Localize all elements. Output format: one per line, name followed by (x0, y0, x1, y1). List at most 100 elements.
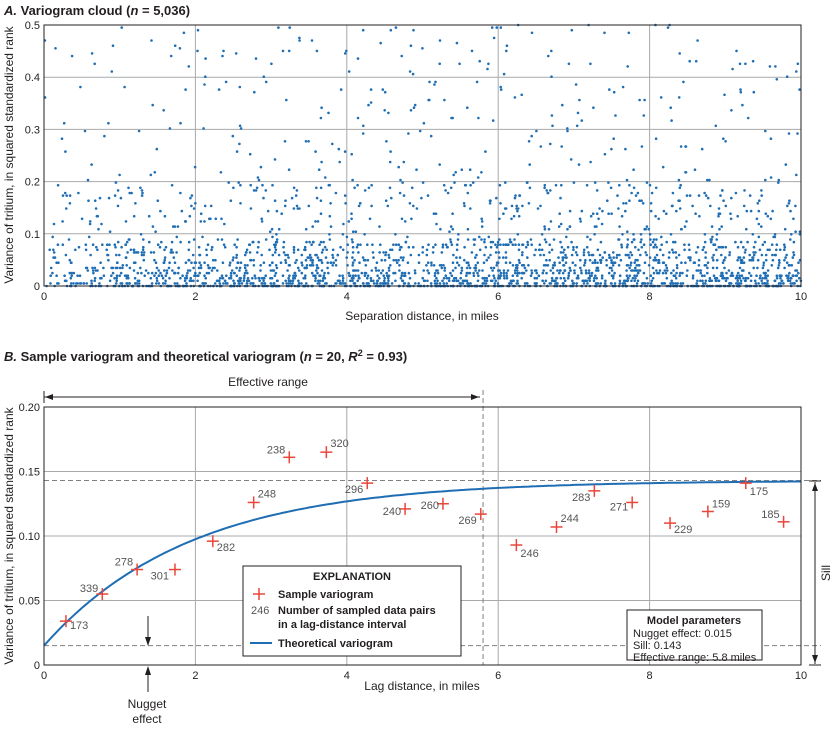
cloud-point (477, 274, 480, 278)
cloud-point (395, 261, 399, 265)
cloud-point (124, 256, 128, 259)
cloud-point (776, 266, 780, 270)
cloud-point (314, 150, 317, 153)
model-parameters-box: Model parameters Nugget effect: 0.015 Si… (626, 609, 763, 664)
cloud-point (351, 251, 355, 254)
cloud-point (687, 256, 690, 259)
cloud-point (638, 98, 641, 102)
cloud-point (89, 253, 92, 257)
cloud-point (736, 214, 739, 218)
cloud-point (49, 266, 53, 270)
cloud-point (734, 191, 738, 195)
cloud-point (784, 163, 788, 166)
cloud-point (98, 196, 102, 200)
cloud-point (546, 191, 549, 195)
cloud-point (187, 65, 191, 68)
cloud-point (242, 279, 246, 283)
cloud-point (268, 264, 272, 267)
cloud-point (353, 258, 356, 262)
cloud-point (107, 121, 110, 125)
cloud-point (307, 140, 310, 143)
cloud-point (383, 258, 387, 262)
cloud-point (634, 276, 637, 280)
cloud-point (315, 264, 319, 267)
cloud-point (229, 276, 233, 280)
cloud-point (527, 140, 531, 143)
cloud-point (281, 282, 285, 285)
cloud-point (84, 248, 88, 252)
cloud-point (317, 168, 321, 171)
cloud-point (220, 274, 224, 278)
cloud-point (277, 26, 280, 29)
cloud-point (521, 251, 524, 254)
cloud-point (620, 243, 623, 246)
cloud-point (584, 258, 587, 262)
cloud-point (432, 245, 435, 249)
cloud-point (78, 274, 82, 278)
cloud-point (616, 194, 619, 197)
cloud-point (663, 282, 667, 285)
cloud-point (710, 279, 714, 283)
cloud-point (473, 266, 476, 270)
cloud-point (120, 245, 123, 249)
cloud-point (546, 264, 550, 267)
cloud-point (56, 243, 60, 246)
cloud-point (434, 80, 437, 84)
cloud-point (394, 279, 397, 283)
cloud-point (633, 274, 636, 278)
cloud-point (688, 248, 691, 252)
cloud-point (351, 264, 355, 267)
sample-pair-count-label: 271 (610, 501, 628, 513)
cloud-point (264, 80, 268, 84)
cloud-point (783, 227, 787, 231)
cloud-point (390, 248, 394, 252)
cloud-point (309, 258, 313, 262)
cloud-point (661, 253, 665, 257)
cloud-point (382, 274, 386, 278)
cloud-point (154, 261, 158, 265)
cloud-point (591, 261, 594, 265)
cloud-point (286, 253, 290, 257)
cloud-point (297, 279, 300, 283)
cloud-point (398, 191, 402, 195)
cloud-point (470, 49, 474, 53)
cloud-point (492, 266, 496, 270)
cloud-point (654, 243, 657, 246)
cloud-point (651, 240, 655, 244)
cloud-point (794, 230, 797, 233)
panel-a-title: A. Variogram cloud (n = 5,036) (3, 3, 190, 18)
cloud-point (417, 282, 421, 285)
cloud-point (343, 194, 347, 197)
cloud-point (632, 238, 636, 241)
cloud-point (715, 276, 719, 280)
cloud-point (113, 276, 116, 280)
cloud-point (287, 256, 290, 259)
cloud-point (119, 271, 123, 275)
cloud-point (175, 235, 179, 239)
cloud-point (492, 36, 496, 40)
cloud-point (629, 251, 632, 254)
cloud-point (447, 276, 451, 280)
cloud-point (392, 271, 395, 275)
cloud-point (787, 202, 791, 205)
cloud-point (650, 279, 653, 283)
cloud-point (238, 142, 241, 146)
cloud-point (163, 258, 166, 262)
cloud-point (553, 264, 557, 267)
cloud-point (554, 282, 557, 285)
cloud-point (764, 258, 768, 262)
cloud-point (562, 251, 565, 254)
cloud-point (415, 168, 418, 171)
cloud-point (205, 253, 209, 257)
cloud-point (566, 129, 569, 133)
cloud-point (544, 240, 548, 244)
cloud-point (282, 240, 286, 244)
cloud-point (294, 274, 298, 278)
cloud-point (443, 266, 447, 270)
cloud-point (514, 243, 517, 246)
cloud-point (771, 253, 774, 257)
explanation-box: EXPLANATION Sample variogram 246 Number … (242, 565, 462, 657)
cloud-point (588, 258, 592, 262)
cloud-point (592, 279, 596, 283)
cloud-point (86, 269, 90, 272)
